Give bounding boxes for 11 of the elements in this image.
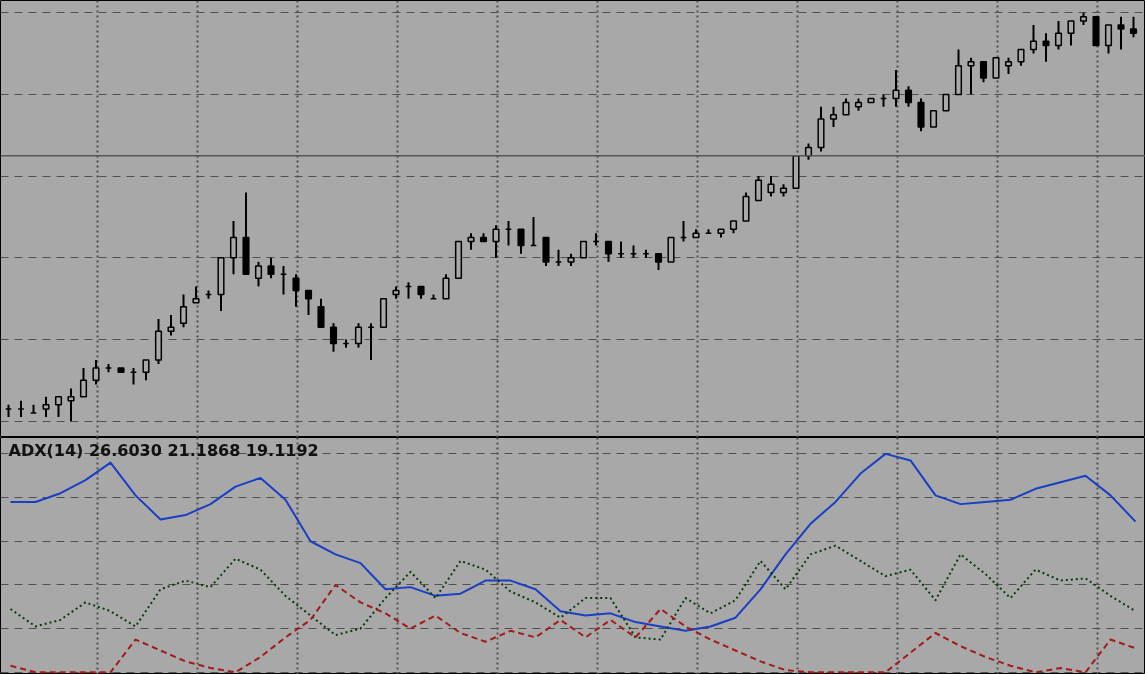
chart-title: ADX(14) 26.6030 21.1868 19.1192: [8, 440, 319, 460]
candlestick: [392, 285, 400, 300]
candlestick: [904, 85, 913, 108]
candlestick: [779, 183, 788, 198]
candlestick: [67, 387, 75, 423]
candlestick: [767, 175, 775, 198]
candlestick: [229, 220, 238, 276]
candlestick: [1029, 24, 1038, 55]
candlestick: [1042, 32, 1050, 63]
candlestick: [467, 232, 475, 251]
candlestick: [892, 68, 900, 108]
